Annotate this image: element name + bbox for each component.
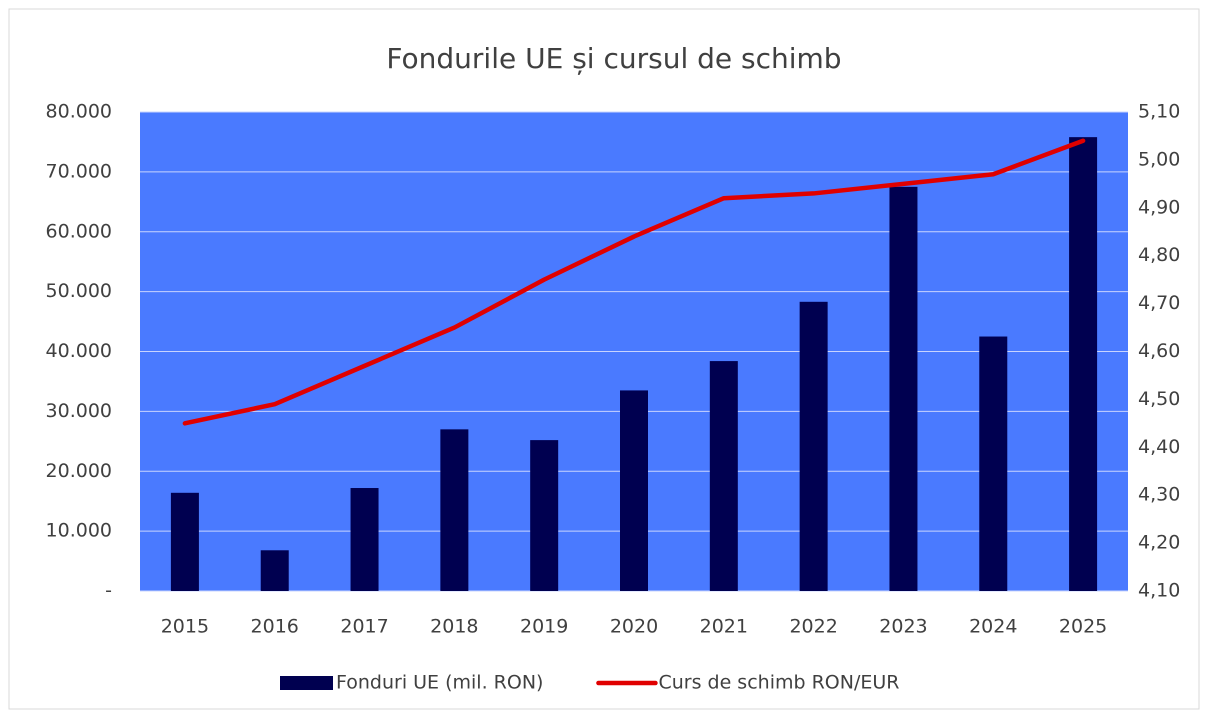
y2-tick-label: 4,40	[1138, 436, 1180, 458]
bar	[440, 429, 469, 591]
y-tick-label: 70.000	[46, 160, 112, 182]
y2-tick-label: 4,80	[1138, 244, 1180, 266]
bar	[350, 488, 379, 591]
bar	[170, 492, 199, 591]
bar	[709, 361, 738, 591]
y-tick-label: 30.000	[46, 400, 112, 422]
x-tick-label: 2019	[520, 616, 568, 638]
legend-swatch	[280, 676, 333, 690]
x-tick-label: 2015	[161, 616, 209, 638]
y-tick-label: 40.000	[46, 340, 112, 362]
x-tick-label: 2022	[789, 616, 837, 638]
y2-tick-label: 5,00	[1138, 148, 1180, 170]
y2-tick-label: 4,60	[1138, 340, 1180, 362]
x-tick-label: 2025	[1059, 616, 1107, 638]
y-tick-label: 20.000	[46, 460, 112, 482]
y-tick-label: 50.000	[46, 280, 112, 302]
x-tick-label: 2017	[340, 616, 388, 638]
bar	[799, 301, 828, 591]
legend-label: Fonduri UE (mil. RON)	[336, 672, 543, 694]
y-tick-label: 60.000	[46, 220, 112, 242]
x-tick-label: 2016	[251, 616, 299, 638]
bar	[530, 440, 559, 591]
y2-tick-label: 4,30	[1138, 484, 1180, 506]
bar	[979, 336, 1008, 591]
y-tick-label: 10.000	[46, 520, 112, 542]
chart-title: Fondurile UE și cursul de schimb	[386, 42, 841, 75]
bar	[1069, 137, 1098, 591]
bar	[620, 390, 648, 591]
line	[182, 138, 1086, 426]
y2-tick-label: 5,10	[1138, 101, 1180, 123]
y2-tick-label: 4,50	[1138, 388, 1180, 410]
bar	[260, 550, 289, 591]
x-tick-label: 2018	[430, 616, 478, 638]
bar	[889, 186, 918, 591]
x-tick-label: 2021	[700, 616, 748, 638]
x-tick-label: 2020	[610, 616, 658, 638]
y2-tick-label: 4,10	[1138, 580, 1180, 602]
y2-tick-label: 4,90	[1138, 196, 1180, 218]
x-tick-label: 2023	[879, 616, 927, 638]
legend-label: Curs de schimb RON/EUR	[658, 672, 899, 694]
x-tick-label: 2024	[969, 616, 1017, 638]
y2-tick-label: 4,70	[1138, 292, 1180, 314]
y-tick-label: -	[105, 580, 112, 602]
y2-tick-label: 4,20	[1138, 532, 1180, 554]
y-tick-label: 80.000	[46, 101, 112, 123]
